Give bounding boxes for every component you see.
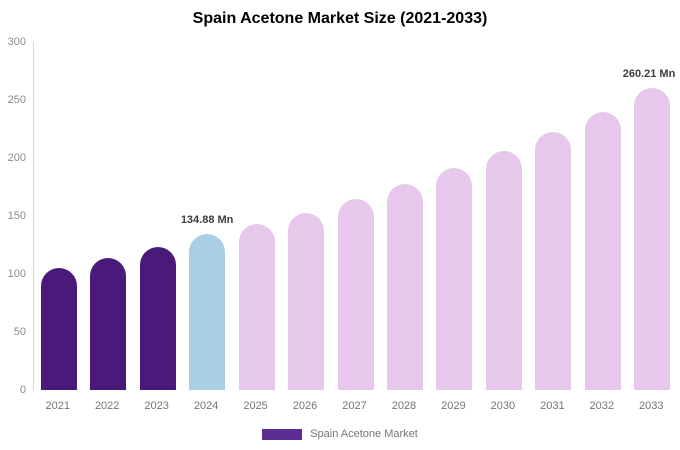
- x-tick-label: 2024: [193, 400, 219, 412]
- legend: Spain Acetone Market: [0, 428, 680, 440]
- x-tick-label: 2023: [144, 400, 169, 412]
- bar-2028: [386, 183, 423, 390]
- bar-2029: [436, 168, 473, 390]
- y-tick-label: 100: [7, 268, 26, 280]
- data-label-2024: 134.88 Mn: [180, 213, 234, 226]
- bar-2032: [584, 111, 621, 390]
- legend-label: Spain Acetone Market: [310, 428, 418, 440]
- x-tick-label: 2026: [292, 400, 318, 412]
- x-tick-label: 2029: [441, 400, 466, 412]
- bar-2023: [139, 247, 176, 390]
- x-tick-label: 2030: [490, 400, 516, 412]
- y-tick-label: 0: [19, 384, 26, 396]
- x-tick-label: 2031: [540, 400, 565, 412]
- plot-area: 134.88 Mn 260.21 Mn: [33, 42, 677, 390]
- y-tick-label: 200: [7, 152, 26, 164]
- bar-2025: [238, 224, 275, 390]
- x-tick-label: 2032: [589, 400, 615, 412]
- x-tick-label: 2028: [391, 400, 417, 412]
- bar-2024: [189, 233, 226, 390]
- bar-2033: [634, 88, 671, 390]
- y-tick-label: 250: [7, 94, 26, 106]
- y-tick-label: 150: [7, 210, 26, 222]
- x-tick-label: 2022: [94, 400, 120, 412]
- legend-swatch: [262, 428, 303, 440]
- y-tick-label: 50: [13, 326, 26, 338]
- y-tick-label: 300: [7, 36, 26, 48]
- bar-2021: [40, 268, 77, 390]
- bar-2027: [337, 198, 374, 390]
- chart-title: Spain Acetone Market Size (2021-2033): [192, 10, 488, 27]
- x-tick-label: 2021: [45, 400, 70, 412]
- bar-2030: [485, 151, 522, 390]
- bar-2031: [535, 132, 572, 390]
- x-tick-label: 2033: [639, 400, 664, 412]
- x-tick-label: 2025: [243, 400, 268, 412]
- x-tick-label: 2027: [342, 400, 367, 412]
- bar-2026: [288, 212, 325, 390]
- bar-2022: [90, 257, 127, 390]
- data-label-2033: 260.21 Mn: [622, 68, 676, 81]
